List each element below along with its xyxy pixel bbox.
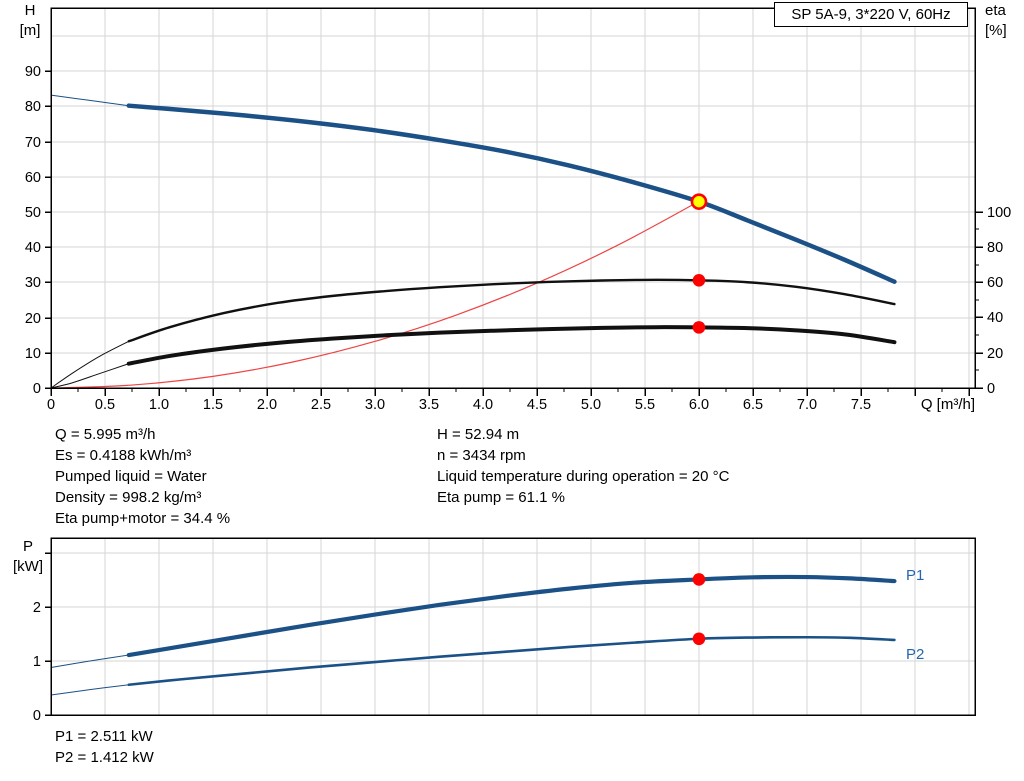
y-left-tick-label: 80 — [25, 99, 41, 115]
eta-axis-symbol: eta — [985, 2, 1006, 19]
eta-axis-title: eta [%] — [985, 1, 1024, 41]
power-axis-unit: [kW] — [13, 558, 43, 575]
series-head-curve — [126, 103, 897, 284]
info-head: H = 52.94 m — [437, 426, 520, 443]
head-axis-title: H [m] — [11, 1, 49, 41]
axes-0 — [50, 7, 976, 389]
info-specific-energy: Es = 0.4188 kWh/m³ — [55, 447, 192, 464]
y-right-tick-label: 100 — [987, 205, 1011, 221]
duty-dot-marker — [692, 274, 706, 287]
ticks-1 — [45, 552, 51, 716]
x-tick-label: 3.5 — [419, 397, 439, 413]
series-p1-curve — [126, 574, 897, 658]
x-tick-label: 4.5 — [527, 397, 547, 413]
tick-labels-1: 0 1 2 — [33, 600, 41, 724]
series-eta-pump-motor-lead — [50, 363, 130, 389]
y-left-tick-label: 1 — [33, 654, 41, 670]
y-left-tick-label: 60 — [25, 170, 41, 186]
y-left-tick-label: 30 — [25, 275, 41, 291]
markers-0 — [690, 193, 708, 334]
x-tick-label: 0.5 — [95, 397, 115, 413]
y-left-tick-label: 0 — [33, 381, 41, 397]
flow-axis-title: Q [m³/h] — [920, 396, 975, 413]
curves-0 — [50, 94, 897, 389]
curves-1 — [50, 574, 897, 696]
eta-axis-unit: [%] — [985, 22, 1007, 39]
tick-labels-0: 0 10 20 30 40 50 60 70 80 90 0 20 40 60 80 100 0 0.5 1.0 1.… — [25, 64, 1011, 413]
duty-info-left: Q = 5.995 m³/h Es = 0.4188 kWh/m³ Pumped… — [55, 424, 230, 529]
info-speed: n = 3434 rpm — [437, 447, 526, 464]
series-p2-curve — [127, 635, 896, 687]
duty-dot-marker — [692, 573, 706, 586]
series-system-curve — [50, 201, 700, 389]
series-eta-pump — [127, 278, 896, 343]
plot-frame-0 — [50, 7, 976, 389]
y-right-tick-label: 0 — [987, 381, 995, 397]
x-tick-label: 6.0 — [689, 397, 709, 413]
power-info: P1 = 2.511 kW P2 = 1.412 kW — [55, 726, 154, 768]
ticks-0 — [45, 70, 983, 396]
x-tick-label: 6.5 — [743, 397, 763, 413]
info-eta-pump: Eta pump = 61.1 % — [437, 489, 565, 506]
pump-title-box: SP 5A-9, 3*220 V, 60Hz — [774, 2, 968, 27]
power-axis-symbol: P — [22, 538, 33, 555]
x-tick-label: 7.0 — [797, 397, 817, 413]
x-tick-label: 3.0 — [365, 397, 385, 413]
grid-1 — [51, 538, 975, 715]
y-right-tick-label: 20 — [987, 346, 1003, 362]
info-flow: Q = 5.995 m³/h — [55, 426, 156, 443]
x-tick-label: 0 — [47, 397, 55, 413]
x-tick-label: 5.5 — [635, 397, 655, 413]
info-liquid-temperature: Liquid temperature during operation = 20… — [437, 468, 730, 485]
series-head-curve-lead — [50, 94, 130, 107]
x-tick-label: 2.0 — [257, 397, 277, 413]
info-p1: P1 = 2.511 kW — [55, 728, 153, 745]
y-left-tick-label: 70 — [25, 135, 41, 151]
duty-dot-marker — [692, 321, 706, 334]
power-axis-title: P [kW] — [7, 537, 49, 577]
info-density: Density = 998.2 kg/m³ — [55, 489, 202, 506]
x-tick-label: 2.5 — [311, 397, 331, 413]
head-axis-symbol: H — [24, 2, 36, 19]
duty-info-right: H = 52.94 m n = 3434 rpm Liquid temperat… — [437, 424, 729, 508]
p1-curve-label: P1 — [906, 567, 925, 584]
y-right-tick-label: 80 — [987, 240, 1003, 256]
grid-0 — [51, 8, 975, 388]
duty-point-marker — [690, 193, 708, 210]
y-left-tick-label: 40 — [25, 240, 41, 256]
p2-curve-label: P2 — [906, 646, 925, 663]
info-p2: P2 = 1.412 kW — [55, 749, 154, 766]
y-right-tick-label: 60 — [987, 275, 1003, 291]
plot-frame-1 — [50, 537, 976, 716]
x-tick-label: 5.0 — [581, 397, 601, 413]
x-tick-label: 1.5 — [203, 397, 223, 413]
axes-1 — [50, 537, 976, 716]
series-eta-pump-motor — [126, 325, 897, 366]
head-axis-unit: [m] — [19, 22, 41, 39]
info-pumped-liquid: Pumped liquid = Water — [55, 468, 207, 485]
x-tick-label: 1.0 — [149, 397, 169, 413]
series-eta-pump-lead — [50, 340, 130, 389]
markers-1 — [692, 573, 706, 646]
y-left-tick-label: 50 — [25, 205, 41, 221]
y-left-tick-label: 20 — [25, 311, 41, 327]
duty-dot-marker — [692, 632, 706, 646]
info-eta-pump-motor: Eta pump+motor = 34.4 % — [55, 510, 231, 527]
y-left-tick-label: 90 — [25, 64, 41, 80]
x-tick-label: 4.0 — [473, 397, 493, 413]
series-p1-lead — [50, 654, 130, 668]
y-left-tick-label: 2 — [33, 600, 41, 616]
series-p2-lead — [50, 684, 130, 696]
x-tick-label: 7.5 — [851, 397, 871, 413]
y-right-tick-label: 40 — [987, 310, 1003, 326]
y-left-tick-label: 0 — [33, 708, 41, 724]
y-left-tick-label: 10 — [25, 346, 41, 362]
pump-title: SP 5A-9, 3*220 V, 60Hz — [791, 6, 951, 23]
